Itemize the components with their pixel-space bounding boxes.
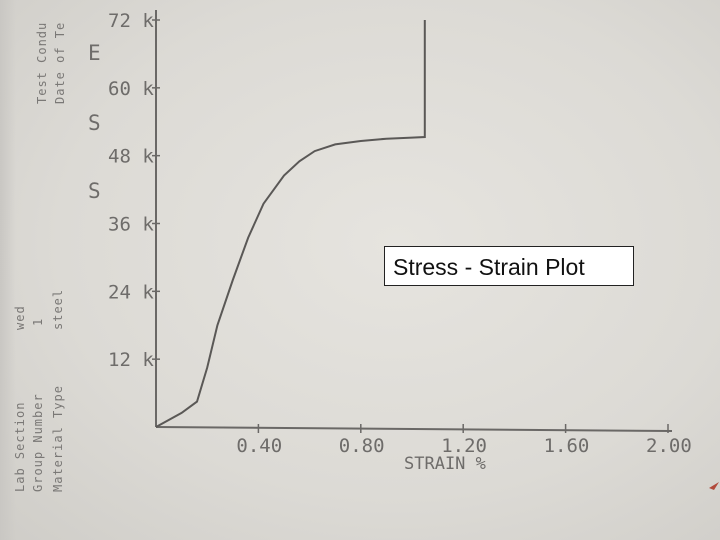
x-axis-line	[155, 426, 673, 432]
y-tick-label: 72 k	[108, 10, 154, 32]
y-tick-label: 36 k	[108, 214, 154, 236]
x-ticks-group: 0.40 0.80 1.20 1.60 2.00	[236, 424, 692, 457]
y-tick-label: 24 k	[108, 281, 154, 303]
side-label-material-type: Material Type	[51, 385, 65, 492]
y-ticks-group: 12 k 24 k 36 k 48 k 60 k 72 k	[108, 10, 160, 371]
chart-title-box: Stress - Strain Plot	[384, 246, 634, 286]
x-tick-label: 0.40	[236, 435, 282, 457]
side-label-value-wed: wed	[13, 305, 27, 330]
side-labels-group: Lab Section Group Number Material Type w…	[13, 22, 67, 492]
y-tick-label: 48 k	[108, 146, 154, 168]
side-label-date-of-te: Date of Te	[53, 22, 67, 104]
screen-edge-shadow	[0, 0, 16, 540]
y-tick-label: 12 k	[108, 349, 154, 371]
side-label-value-steel: steel	[51, 289, 65, 330]
x-tick-label: 0.80	[339, 435, 385, 457]
side-label-value-1: 1	[31, 318, 45, 326]
stress-strain-curve	[155, 20, 426, 428]
side-label-group-number: Group Number	[31, 393, 45, 492]
y-tick-label: 60 k	[108, 78, 154, 100]
corner-arrow-icon	[709, 482, 719, 490]
x-tick-label: 1.60	[544, 435, 590, 457]
x-tick-label: 1.20	[441, 435, 487, 457]
side-label-test-condu: Test Condu	[35, 22, 49, 104]
ylabel-letter-s2: S	[88, 179, 101, 203]
x-axis-label: STRAIN %	[404, 454, 486, 474]
side-label-lab-section: Lab Section	[13, 402, 27, 492]
ylabel-letter-s1: S	[88, 111, 101, 135]
ylabel-letter-e: E	[88, 41, 101, 65]
x-tick-label: 2.00	[646, 435, 692, 457]
